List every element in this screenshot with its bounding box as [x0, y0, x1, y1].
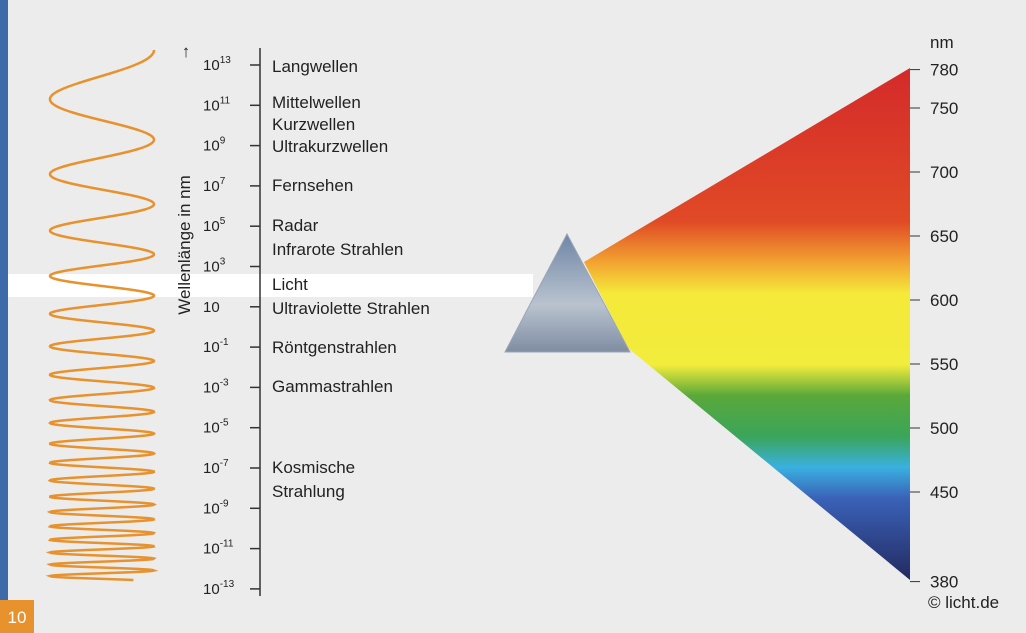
band-label: Fernsehen — [272, 176, 353, 195]
axis-arrow: ↑ — [182, 42, 191, 61]
tick-mantissa: 10 — [203, 379, 220, 396]
tick-label: 105 — [203, 216, 226, 235]
tick-mantissa: 10 — [203, 460, 220, 477]
band-label: Kosmische — [272, 458, 355, 477]
tick-label: 10-3 — [203, 377, 229, 396]
nm-label: 380 — [930, 573, 958, 592]
tick-exponent: -7 — [220, 458, 229, 469]
tick-label: 107 — [203, 176, 226, 195]
page-number: 10 — [8, 608, 27, 627]
page-badge — [0, 600, 34, 633]
left-edge — [0, 0, 8, 633]
tick-exponent: 13 — [220, 55, 232, 66]
tick-label: 1011 — [203, 95, 231, 114]
nm-label: 650 — [930, 227, 958, 246]
axis-label: Wellenlänge in nm — [175, 175, 194, 315]
tick-mantissa: 10 — [203, 500, 220, 517]
tick-mantissa: 10 — [203, 299, 220, 316]
band-label: Röntgenstrahlen — [272, 338, 397, 357]
tick-mantissa: 10 — [203, 339, 220, 356]
tick-mantissa: 10 — [203, 178, 220, 195]
tick-exponent: -3 — [220, 377, 229, 388]
tick-exponent: 3 — [220, 257, 226, 268]
light-band — [8, 274, 533, 297]
tick-mantissa: 10 — [203, 541, 220, 558]
tick-mantissa: 10 — [203, 97, 220, 114]
tick-exponent: -1 — [220, 337, 229, 348]
spectrum-unit: nm — [930, 33, 954, 52]
spectrum-fan — [584, 68, 910, 580]
nm-label: 700 — [930, 163, 958, 182]
tick-mantissa: 10 — [203, 581, 220, 598]
tick-exponent: 7 — [220, 176, 226, 187]
tick-label: 10-11 — [203, 539, 234, 558]
band-label: Kurzwellen — [272, 115, 355, 134]
nm-label: 500 — [930, 419, 958, 438]
band-label: Infrarote Strahlen — [272, 240, 403, 259]
nm-label: 750 — [930, 99, 958, 118]
tick-exponent: -13 — [220, 579, 235, 590]
band-label: Strahlung — [272, 482, 345, 501]
tick-mantissa: 10 — [203, 420, 220, 437]
tick-label: 10-13 — [203, 579, 235, 598]
band-label: Ultraviolette Strahlen — [272, 299, 430, 318]
tick-mantissa: 10 — [203, 138, 220, 155]
tick-label: 10-1 — [203, 337, 229, 356]
nm-label: 550 — [930, 355, 958, 374]
copyright: © licht.de — [928, 593, 999, 612]
tick-label: 10-7 — [203, 458, 229, 477]
tick-label: 10-5 — [203, 418, 229, 437]
band-label: Licht — [272, 275, 308, 294]
band-label: Ultrakurzwellen — [272, 137, 388, 156]
tick-mantissa: 10 — [203, 57, 220, 74]
tick-exponent: 9 — [220, 136, 226, 147]
tick-label: 109 — [203, 136, 226, 155]
band-label: Langwellen — [272, 57, 358, 76]
tick-mantissa: 10 — [203, 259, 220, 276]
nm-label: 780 — [930, 61, 958, 80]
nm-label: 600 — [930, 291, 958, 310]
band-label: Radar — [272, 216, 319, 235]
prism — [504, 232, 631, 353]
band-label: Gammastrahlen — [272, 377, 393, 396]
tick-label: 1013 — [203, 55, 231, 74]
band-label: Mittelwellen — [272, 93, 361, 112]
wave — [45, 50, 159, 582]
tick-label: 10 — [203, 299, 220, 316]
tick-label: 10-9 — [203, 498, 229, 517]
tick-exponent: -9 — [220, 498, 229, 509]
tick-mantissa: 10 — [203, 218, 220, 235]
nm-label: 450 — [930, 483, 958, 502]
tick-exponent: 5 — [220, 216, 226, 227]
tick-exponent: 11 — [220, 95, 231, 106]
tick-exponent: -5 — [220, 418, 229, 429]
tick-exponent: -11 — [220, 539, 234, 550]
tick-label: 103 — [203, 257, 226, 276]
